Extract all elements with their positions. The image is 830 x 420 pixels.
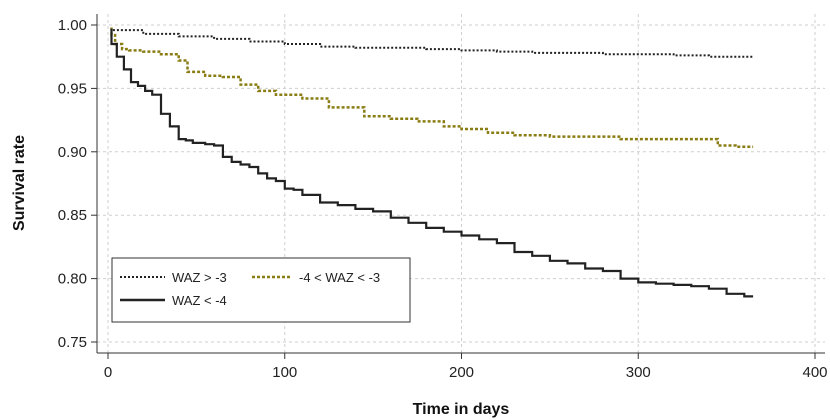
series-lines xyxy=(110,27,754,298)
y-tick-label: 0.95 xyxy=(58,80,87,97)
x-axis-title: Time in days xyxy=(413,401,510,418)
x-ticks: 0 100 200 300 400 xyxy=(104,353,828,381)
y-tick-label: 1.00 xyxy=(58,17,87,34)
x-tick-label: 300 xyxy=(626,364,651,381)
legend-label-waz-lt-minus4: WAZ < -4 xyxy=(172,293,227,308)
legend: WAZ > -3 -4 < WAZ < -3 WAZ < -4 xyxy=(111,257,411,323)
x-tick-label: 0 xyxy=(104,364,112,381)
series-line-2 xyxy=(110,28,754,298)
legend-label-waz-gt-minus3: WAZ > -3 xyxy=(172,270,227,285)
y-tick-label: 0.75 xyxy=(58,334,87,351)
x-tick-label: 200 xyxy=(449,364,474,381)
y-tick-label: 0.80 xyxy=(58,271,87,288)
y-tick-label: 0.85 xyxy=(58,207,87,224)
legend-label-waz-between: -4 < WAZ < -3 xyxy=(299,270,380,285)
y-ticks: 0.75 0.80 0.85 0.90 0.95 1.00 xyxy=(58,17,97,351)
x-tick-label: 100 xyxy=(272,364,297,381)
series-line-0 xyxy=(110,27,754,58)
series-line-1 xyxy=(110,27,754,148)
x-tick-label: 400 xyxy=(802,364,827,381)
y-axis-title: Survival rate xyxy=(11,135,28,231)
legend-box xyxy=(111,257,411,323)
y-tick-label: 0.90 xyxy=(58,144,87,161)
